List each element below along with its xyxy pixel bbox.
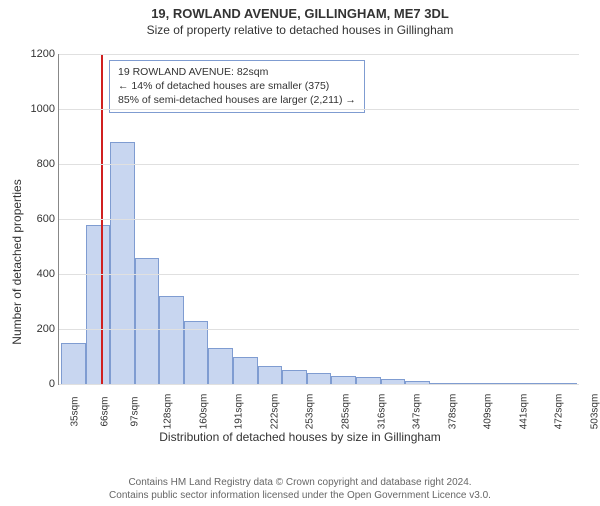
gridline [59,54,579,55]
bar [258,366,283,384]
bar [61,343,86,384]
gridline [59,384,579,385]
bar [135,258,160,385]
bar [110,142,135,384]
gridline [59,109,579,110]
bar [208,348,233,384]
legend-line: 85% of semi-detached houses are larger (… [118,93,356,107]
chart-title: 19, ROWLAND AVENUE, GILLINGHAM, ME7 3DL [0,6,600,21]
gridline [59,219,579,220]
footer-line-1: Contains HM Land Registry data © Crown c… [0,477,600,490]
bar [307,373,332,384]
y-tick-label: 1000 [25,103,55,115]
y-tick-label: 1200 [25,48,55,60]
chart-subtitle: Size of property relative to detached ho… [0,23,600,37]
bar [356,377,381,384]
y-tick-label: 400 [25,268,55,280]
x-axis-label: Distribution of detached houses by size … [0,430,600,444]
legend-line: ← 14% of detached houses are smaller (37… [118,79,356,93]
gridline [59,329,579,330]
y-tick-label: 200 [25,323,55,335]
bar [331,376,356,384]
bar [282,370,307,384]
gridline [59,164,579,165]
footer-attribution: Contains HM Land Registry data © Crown c… [0,477,600,502]
bar [159,296,184,384]
footer-line-2: Contains public sector information licen… [0,490,600,503]
plot-area: 19 ROWLAND AVENUE: 82sqm← 14% of detache… [58,54,579,385]
legend-line: 19 ROWLAND AVENUE: 82sqm [118,65,356,79]
y-tick-label: 600 [25,213,55,225]
gridline [59,274,579,275]
legend-box: 19 ROWLAND AVENUE: 82sqm← 14% of detache… [109,60,365,113]
y-axis-label: Number of detached properties [10,179,24,344]
bar [233,357,258,385]
bar [86,225,111,385]
y-tick-label: 800 [25,158,55,170]
bar [184,321,209,384]
y-tick-label: 0 [25,378,55,390]
chart-container: Number of detached properties 19 ROWLAND… [0,50,600,450]
